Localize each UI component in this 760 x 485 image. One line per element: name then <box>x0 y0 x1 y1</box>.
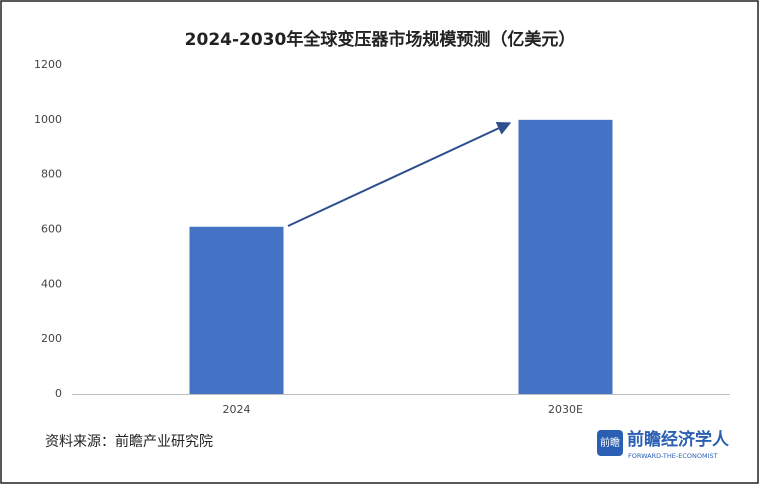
x-tick-label: 2030E <box>548 403 583 416</box>
logo-icon <box>597 430 623 456</box>
chart-title: 2024-2030年全球变压器市场规模预测（亿美元） <box>185 29 576 50</box>
y-tick-label: 0 <box>55 387 62 400</box>
y-tick-label: 1200 <box>34 58 62 71</box>
trend-arrow <box>287 121 512 227</box>
logo-name: 前瞻经济学人 <box>627 429 730 450</box>
y-tick-label: 600 <box>41 223 62 236</box>
y-tick-label: 800 <box>41 168 62 181</box>
bar <box>518 119 613 394</box>
x-tick-label: 2024 <box>223 403 251 416</box>
bar <box>189 226 284 394</box>
plot-area: 0 200 400 600 800 1000 1200 2024 2030E <box>34 58 613 416</box>
logo-icon-text: 前瞻 <box>600 436 620 449</box>
logo-tagline: FORWARD-THE-ECONOMIST <box>628 452 718 460</box>
y-tick-label: 200 <box>41 332 62 345</box>
y-tick-label: 400 <box>41 277 62 290</box>
source-note: 资料来源：前瞻产业研究院 <box>45 433 213 450</box>
y-tick-label: 1000 <box>34 113 62 126</box>
